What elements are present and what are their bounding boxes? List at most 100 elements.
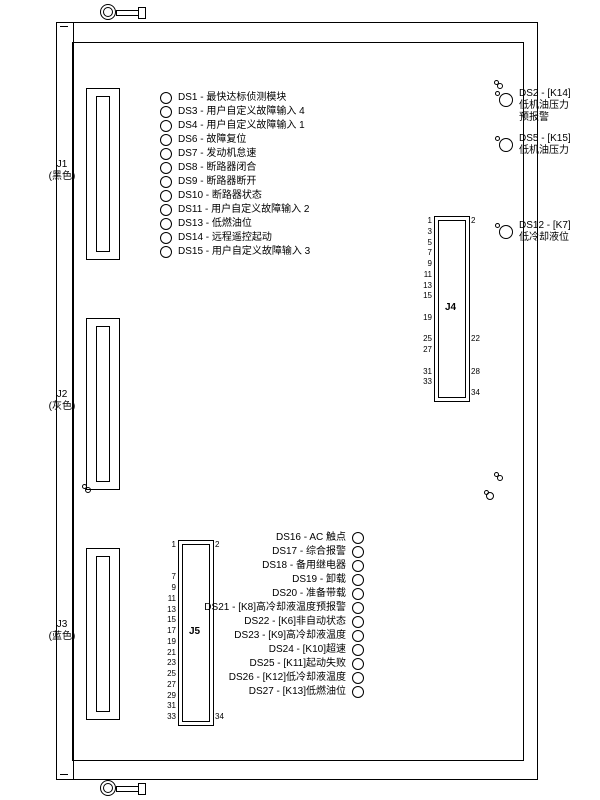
led-DS12: [499, 225, 513, 239]
led-DS1: [160, 92, 172, 104]
led-DS9: [160, 176, 172, 188]
pin-J4-R28: 28: [471, 367, 480, 376]
pin-J4-L33: 33: [420, 377, 432, 386]
led-callout-DS5: DS5 - [K15]: [519, 133, 571, 145]
led-DS25: [352, 658, 364, 670]
led-DS23: [352, 630, 364, 642]
led-label-DS9: DS9 - 断路器断开: [178, 176, 256, 188]
pcb-diagram: J1(黑色)J2(灰色)J3(蓝色)DS1 - 最快达标侦测模块DS3 - 用户…: [0, 0, 600, 800]
led-label-DS25: DS25 - [K11]起动失败: [249, 658, 346, 670]
led-DS26: [352, 672, 364, 684]
led-label-DS27: DS27 - [K13]低燃油位: [249, 686, 346, 698]
connector-label-J1: J1(黑色): [42, 159, 82, 183]
pin-J4-L3: 3: [420, 227, 432, 236]
pin-J4-L7: 7: [420, 248, 432, 257]
led-callout-DS2: DS2 - [K14]: [519, 88, 571, 100]
led-callout-line-DS5-0: 低机油压力: [519, 145, 569, 157]
connector-id: J3: [42, 619, 82, 631]
led-label-DS13: DS13 - 低燃油位: [178, 218, 252, 230]
led-DS2: [499, 93, 513, 107]
screw-inner-1: [103, 783, 113, 793]
screw-handle-1: [116, 786, 140, 792]
led-label-DS1: DS1 - 最快达标侦测模块: [178, 92, 286, 104]
led-label-DS17: DS17 - 综合报警: [272, 546, 346, 558]
led-DS15: [160, 246, 172, 258]
led-DS4: [160, 120, 172, 132]
led-label-DS20: DS20 - 准备带载: [272, 588, 346, 600]
pin-J5-R34: 34: [215, 712, 224, 721]
pin-J4-R2: 2: [471, 216, 475, 225]
led-DS11: [160, 204, 172, 216]
led-label-DS7: DS7 - 发动机怠速: [178, 148, 256, 160]
led-label-DS6: DS6 - 故障复位: [178, 134, 246, 146]
pin-J4-L19: 19: [420, 313, 432, 322]
led-DS17: [352, 546, 364, 558]
pin-J4-L9: 9: [420, 259, 432, 268]
led-DS27: [352, 686, 364, 698]
led-DS10: [160, 190, 172, 202]
connector-color: (灰色): [42, 401, 82, 413]
led-DS21: [352, 602, 364, 614]
screw-inner-0: [103, 7, 113, 17]
pin-J5-L19: 19: [164, 637, 176, 646]
led-label-DS3: DS3 - 用户自定义故障输入 4: [178, 106, 305, 118]
pin-J5-L15: 15: [164, 615, 176, 624]
led-label-DS18: DS18 - 备用继电器: [262, 560, 346, 572]
connector-label-J3: J3(蓝色): [42, 619, 82, 643]
led-DS13: [160, 218, 172, 230]
led-label-DS15: DS15 - 用户自定义故障输入 3: [178, 246, 310, 258]
led-label-DS4: DS4 - 用户自定义故障输入 1: [178, 120, 305, 132]
connector-id: J1: [42, 159, 82, 171]
led-label-DS21: DS21 - [K8]高冷却液温度预报警: [204, 602, 346, 614]
led-label-DS22: DS22 - [K6]非自动状态: [244, 616, 346, 628]
pin-J5-L33: 33: [164, 712, 176, 721]
pin-J4-L11: 11: [420, 270, 432, 279]
pin-J4-R34: 34: [471, 388, 480, 397]
led-DS14: [160, 232, 172, 244]
pin-J4-L15: 15: [420, 291, 432, 300]
led-DS5: [499, 138, 513, 152]
pin-J4-L31: 31: [420, 367, 432, 376]
led-label-DS11: DS11 - 用户自定义故障输入 2: [178, 204, 310, 216]
pin-J5-R2: 2: [215, 540, 219, 549]
led-DS8: [160, 162, 172, 174]
led-label-DS16: DS16 - AC 触点: [276, 532, 346, 544]
led-DS24: [352, 644, 364, 656]
connector-label-J4: J4: [445, 302, 456, 314]
led-callout-line-DS2-0: 低机油压力: [519, 100, 569, 112]
led-DS3: [160, 106, 172, 118]
connector-slot-J1: [96, 96, 110, 252]
pin-J4-R22: 22: [471, 334, 480, 343]
led-label-DS23: DS23 - [K9]高冷却液温度: [234, 630, 346, 642]
led-label-DS24: DS24 - [K10]超速: [269, 644, 346, 656]
led-DS20: [352, 588, 364, 600]
pin-J5-L17: 17: [164, 626, 176, 635]
led-DS18: [352, 560, 364, 572]
pin-J5-L11: 11: [164, 594, 176, 603]
pin-J4-L27: 27: [420, 345, 432, 354]
pin-J5-L31: 31: [164, 701, 176, 710]
pin-J4-L25: 25: [420, 334, 432, 343]
led-label-DS8: DS8 - 断路器闭合: [178, 162, 256, 174]
screw-knob-1: [138, 783, 146, 795]
pin-J4-L5: 5: [420, 238, 432, 247]
led-label-DS26: DS26 - [K12]低冷却液温度: [229, 672, 346, 684]
pin-J5-L23: 23: [164, 658, 176, 667]
led-callout-line-DS12-0: 低冷却液位: [519, 232, 569, 244]
led-DS16: [352, 532, 364, 544]
pin-J5-L13: 13: [164, 605, 176, 614]
led-label-DS19: DS19 - 卸载: [292, 574, 346, 586]
pin-J5-L27: 27: [164, 680, 176, 689]
led-label-DS14: DS14 - 远程遥控起动: [178, 232, 272, 244]
connector-color: (黑色): [42, 171, 82, 183]
connector-label-J5: J5: [189, 626, 200, 638]
pin-J5-L29: 29: [164, 691, 176, 700]
pin-J4-L1: 1: [420, 216, 432, 225]
led-DS6: [160, 134, 172, 146]
connector-slot-J2: [96, 326, 110, 482]
pin-J5-L7: 7: [164, 572, 176, 581]
led-label-DS10: DS10 - 断路器状态: [178, 190, 262, 202]
pin-J5-L9: 9: [164, 583, 176, 592]
led-DS19: [352, 574, 364, 586]
led-DS7: [160, 148, 172, 160]
